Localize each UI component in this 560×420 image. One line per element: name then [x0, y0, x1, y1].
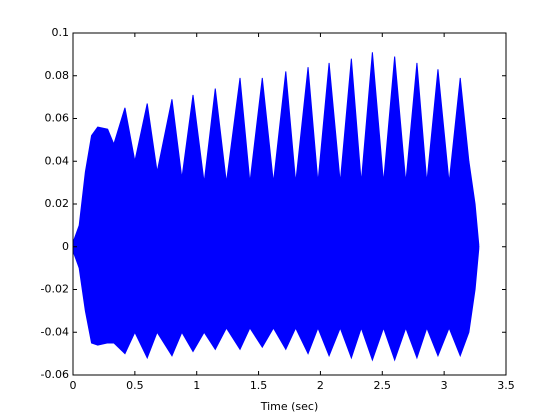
x-tick-label: 2.5 — [374, 379, 392, 392]
waveform-envelope — [72, 52, 480, 248]
y-tick-label: -0.06 — [41, 368, 69, 381]
x-tick-label: 2 — [317, 379, 324, 392]
y-tick-label: 0 — [62, 240, 69, 253]
x-axis-label: Time (sec) — [260, 400, 319, 413]
x-tick-label: 1 — [193, 379, 200, 392]
y-tick-label: -0.04 — [41, 325, 69, 338]
y-tick-label: 0.04 — [45, 154, 70, 167]
x-tick-label: 3 — [441, 379, 448, 392]
x-tick-label: 0.5 — [126, 379, 144, 392]
x-tick-label: 3.5 — [497, 379, 515, 392]
x-tick-label: 1.5 — [250, 379, 268, 392]
plot-area — [72, 52, 480, 362]
y-tick-label: -0.02 — [41, 283, 69, 296]
y-tick-label: 0.08 — [45, 69, 70, 82]
x-tick-label: 0 — [70, 379, 77, 392]
waveform-envelope — [72, 246, 480, 362]
y-tick-label: 0.1 — [52, 26, 70, 39]
y-tick-label: 0.06 — [45, 112, 70, 125]
y-tick-label: 0.02 — [45, 197, 70, 210]
